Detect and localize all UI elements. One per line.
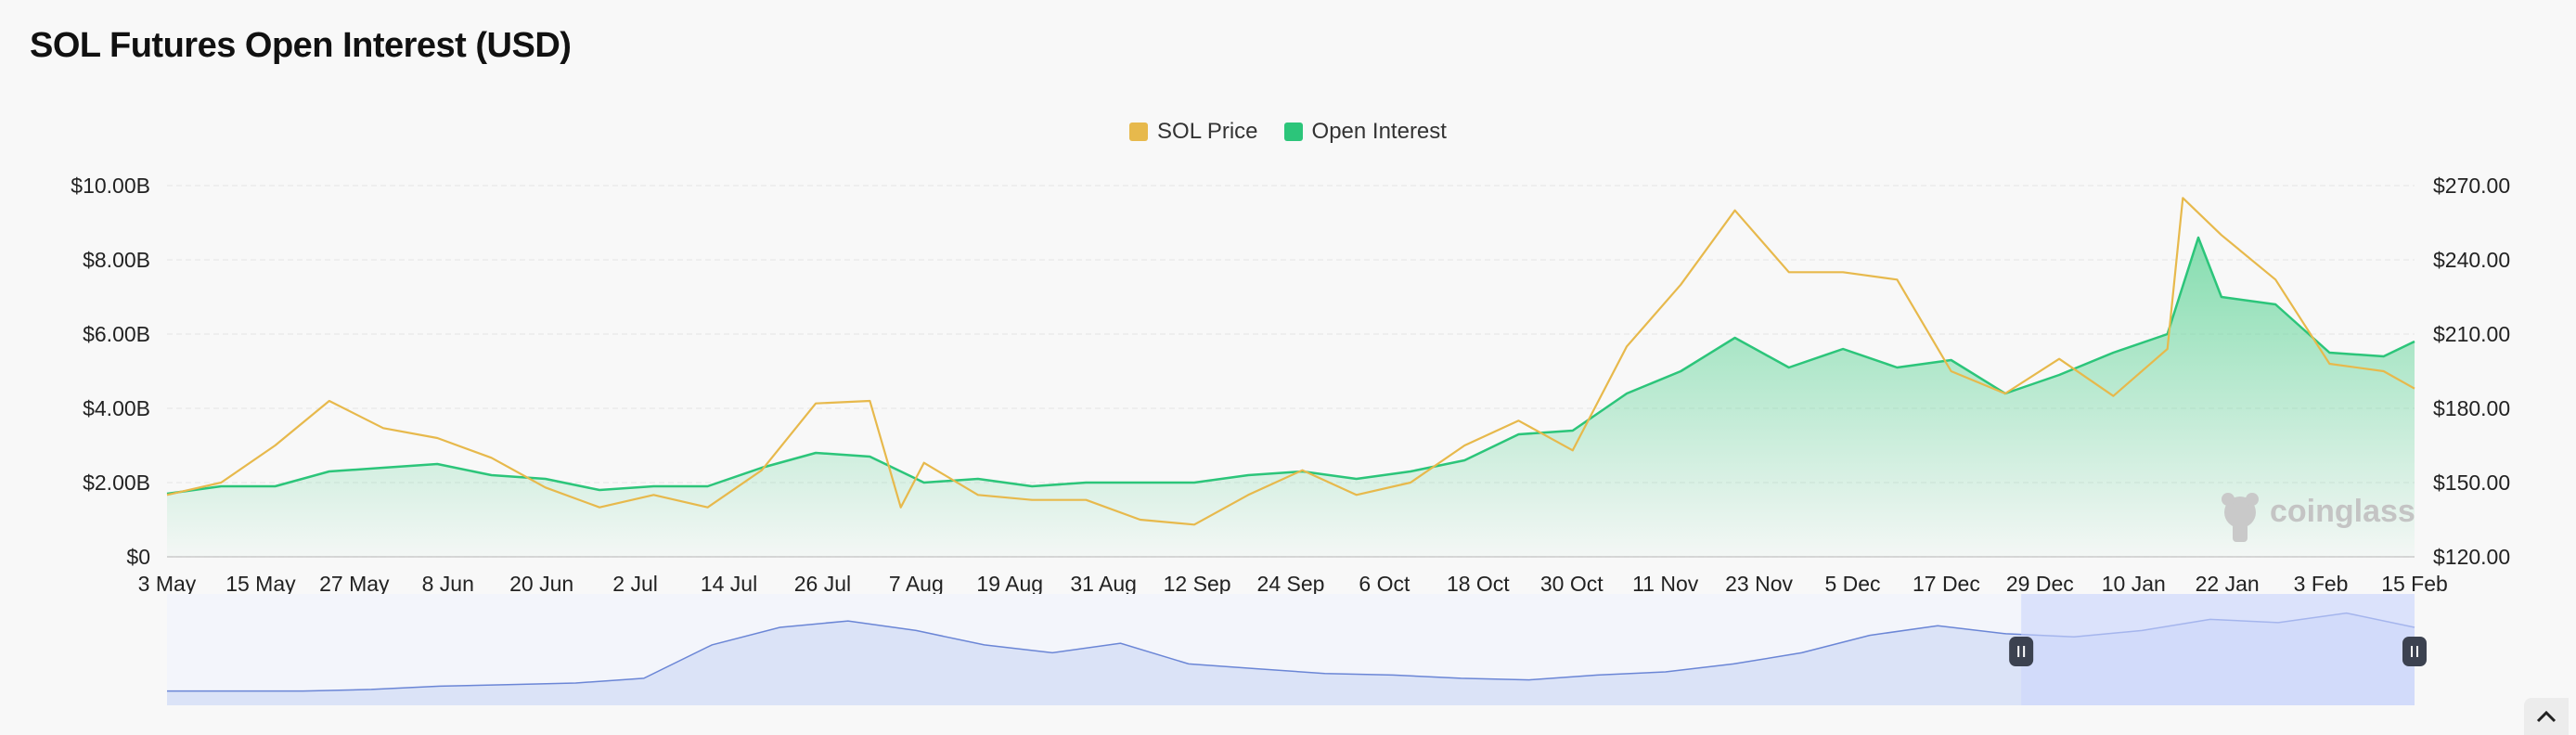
- x-axis-tick-label: 18 Oct: [1447, 572, 1510, 596]
- legend-label-open-interest: Open Interest: [1311, 119, 1447, 144]
- x-axis-tick-label: 3 May: [138, 572, 197, 596]
- right-axis-tick-label: $270.00: [2433, 174, 2510, 198]
- chart-legend: SOL Price Open Interest: [0, 119, 2576, 145]
- x-axis-tick-label: 6 Oct: [1359, 572, 1410, 596]
- right-axis-tick-label: $120.00: [2433, 545, 2510, 569]
- legend-item-sol-price[interactable]: SOL Price: [1129, 119, 1258, 145]
- plot-area: [166, 197, 2415, 557]
- x-axis-tick-label: 31 Aug: [1070, 572, 1137, 596]
- x-axis-tick-label: 5 Dec: [1824, 572, 1880, 596]
- coinglass-logo-icon: [2222, 493, 2259, 542]
- axes: $0 $2.00B $4.00B $6.00B $8.00B $10.00B $120.00…: [71, 174, 2510, 596]
- x-axis-tick-label: 8 Jun: [422, 572, 474, 596]
- scroll-top-button[interactable]: [2524, 698, 2569, 735]
- open-interest-line: [166, 236, 2415, 496]
- right-axis-tick-label: $240.00: [2433, 248, 2510, 272]
- open-interest-area: [167, 238, 2415, 557]
- navigator-area: [167, 612, 2415, 705]
- handle-body: [2009, 637, 2034, 666]
- x-axis-tick-label: 3 Feb: [2294, 572, 2349, 596]
- navigator-right-handle[interactable]: [2402, 637, 2427, 666]
- x-axis-tick-label: 29 Dec: [2006, 572, 2074, 596]
- x-axis-tick-label: 22 Jan: [2196, 572, 2260, 596]
- right-axis-tick-label: $180.00: [2433, 396, 2510, 420]
- range-navigator[interactable]: [167, 594, 2427, 705]
- coinglass-watermark: coinglass: [2222, 493, 2415, 542]
- x-axis-tick-label: 2 Jul: [612, 572, 658, 596]
- x-axis-tick-label: 7 Aug: [889, 572, 944, 596]
- watermark-text: coinglass: [2270, 494, 2415, 529]
- legend-swatch-open-interest: [1283, 122, 1303, 141]
- left-axis-tick-label: $0: [126, 545, 150, 569]
- x-axis-tick-label: 19 Aug: [976, 572, 1043, 596]
- left-axis-tick-label: $8.00B: [83, 248, 150, 272]
- legend-swatch-sol-price: [1129, 122, 1149, 141]
- left-axis-tick-label: $10.00B: [71, 174, 150, 198]
- right-axis-tick-label: $210.00: [2433, 322, 2510, 346]
- left-axis-tick-label: $2.00B: [83, 471, 150, 495]
- x-axis-tick-label: 17 Dec: [1913, 572, 1980, 596]
- x-axis-tick-label: 15 May: [225, 572, 296, 596]
- navigator-selection: [2021, 594, 2415, 705]
- x-axis-tick-label: 26 Jul: [794, 572, 851, 596]
- sol-price-line: [166, 197, 2415, 526]
- x-axis-tick-label: 15 Feb: [2381, 572, 2448, 596]
- x-axis-tick-label: 27 May: [319, 572, 390, 596]
- chart-title: SOL Futures Open Interest (USD): [30, 26, 572, 65]
- x-axis-tick-label: 12 Sep: [1164, 572, 1231, 596]
- x-axis-tick-label: 30 Oct: [1540, 572, 1604, 596]
- x-axis-tick-label: 24 Sep: [1257, 572, 1325, 596]
- x-axis-tick-label: 23 Nov: [1725, 572, 1793, 596]
- legend-label-sol-price: SOL Price: [1157, 119, 1258, 144]
- navigator-left-handle[interactable]: [2009, 637, 2034, 666]
- chevron-up-icon: [2536, 710, 2557, 723]
- x-axis-tick-label: 11 Nov: [1632, 572, 1699, 596]
- legend-item-open-interest[interactable]: Open Interest: [1283, 119, 1447, 145]
- left-axis-tick-label: $6.00B: [83, 322, 150, 346]
- handle-body: [2402, 637, 2427, 666]
- x-axis-tick-label: 20 Jun: [509, 572, 573, 596]
- x-axis-tick-label: 10 Jan: [2102, 572, 2166, 596]
- right-axis-tick-label: $150.00: [2433, 471, 2510, 495]
- x-axis-tick-label: 14 Jul: [701, 572, 757, 596]
- left-axis-tick-label: $4.00B: [83, 396, 150, 420]
